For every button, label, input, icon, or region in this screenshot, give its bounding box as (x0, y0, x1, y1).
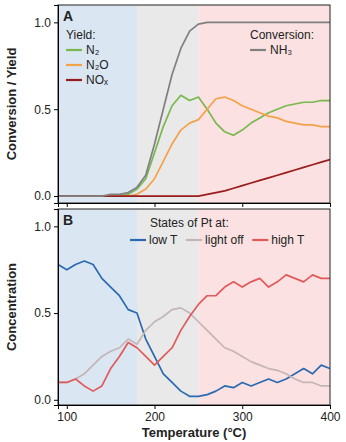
shaded-range (198, 5, 330, 203)
y-tick: 0.5 (34, 306, 58, 320)
series-line (58, 95, 330, 196)
legend-swatch (66, 79, 82, 81)
y-tick-label: 0.0 (34, 189, 51, 203)
legend-label: NOₓ (86, 73, 108, 87)
x-tick-mark (330, 203, 331, 207)
legend-title: States of Pt at: (150, 216, 229, 230)
y-tick-mark (54, 226, 58, 227)
series-line (58, 261, 330, 396)
y-tick: 0.5 (34, 103, 58, 117)
y-axis-title: Concentration (4, 263, 19, 351)
y-tick-label: 0.0 (34, 393, 51, 407)
x-tick: 400 (320, 405, 340, 424)
x-tick-mark (67, 203, 68, 207)
x-axis: 100 200 300 400 (57, 405, 341, 424)
series-line (58, 160, 330, 196)
legend-label: light off (205, 233, 244, 247)
x-tick-label: 400 (320, 410, 340, 424)
plot-area (58, 209, 330, 405)
legend-swatch (252, 239, 268, 241)
x-axis-line (59, 204, 331, 208)
x-tick-mark (242, 405, 243, 409)
shaded-range (58, 209, 137, 405)
legend-label: NH₃ (270, 43, 292, 57)
y-axis-line (54, 210, 59, 406)
panel-letter: A (63, 8, 73, 24)
panel: 0.00.51.0Conversion / YieldAYield:N₂N₂ON… (4, 5, 331, 207)
shaded-range (58, 5, 137, 203)
y-tick-mark (54, 313, 58, 314)
legend-swatch (66, 64, 82, 66)
legend-swatch (250, 49, 266, 51)
legend: States of Pt at: low T light off high T (130, 216, 305, 247)
x-tick-mark (330, 405, 331, 409)
y-tick-label: 0.5 (34, 103, 51, 117)
x-axis-title: Temperature (°C) (142, 425, 247, 440)
x-axis (59, 203, 331, 207)
y-axis-line (54, 6, 59, 204)
x-tick (242, 203, 243, 207)
x-tick: 100 (57, 405, 77, 424)
x-tick-mark (242, 203, 243, 207)
y-tick: 1.0 (34, 16, 58, 30)
legend-label: high T (271, 233, 305, 247)
y-tick: 0.0 (34, 189, 58, 203)
y-axis: 0.0 0.5 1.0 (34, 6, 58, 204)
series-line (58, 308, 330, 386)
y-tick-mark (54, 109, 58, 110)
x-tick-mark (67, 405, 68, 409)
y-axis-title: Conversion / Yield (4, 48, 19, 161)
y-tick: 1.0 (34, 220, 58, 234)
legend: Yield:N₂N₂ONOₓ Conversion:NH₃ (66, 28, 314, 87)
x-tick (67, 203, 68, 207)
y-tick-label: 0.5 (34, 306, 51, 320)
shaded-range (198, 209, 330, 405)
x-tick (330, 203, 331, 207)
legend-label: low T (149, 233, 178, 247)
series-line (58, 97, 330, 196)
y-tick-mark (54, 22, 58, 23)
x-axis-line (59, 406, 331, 410)
x-tick: 200 (145, 405, 165, 424)
legend-label: N₂O (86, 58, 109, 72)
y-tick-label: 1.0 (34, 16, 51, 30)
legend-label: N₂ (86, 43, 100, 57)
panel: 100 200 300 400 0.0 0.5 1.0 Concentration Temper… (4, 209, 341, 440)
legend-title: Yield: (66, 28, 96, 42)
figure: 0.00.51.0Conversion / YieldAYield:N₂N₂ON… (0, 0, 346, 442)
series-line (58, 22, 330, 196)
y-tick-mark (54, 400, 58, 401)
legend-swatch (186, 239, 202, 241)
panel-letter: B (63, 212, 73, 228)
plot-area (58, 5, 330, 203)
plot-frame (58, 209, 330, 405)
x-tick: 300 (233, 405, 253, 424)
x-tick-label: 100 (57, 410, 77, 424)
x-tick-mark (155, 405, 156, 409)
shaded-range (137, 209, 198, 405)
y-tick-mark (54, 196, 58, 197)
chart-root: 0.00.51.0Conversion / YieldAYield:N₂N₂ON… (0, 0, 346, 442)
legend-swatch (130, 239, 146, 241)
y-tick-label: 1.0 (34, 220, 51, 234)
series-line (58, 275, 330, 391)
x-tick (155, 203, 156, 207)
x-tick-label: 300 (233, 410, 253, 424)
x-tick-label: 200 (145, 410, 165, 424)
legend-title: Conversion: (250, 28, 314, 42)
legend-swatch (66, 49, 82, 51)
plot-frame (58, 5, 330, 203)
y-axis: 0.0 0.5 1.0 (34, 210, 58, 408)
x-tick-mark (155, 203, 156, 207)
y-tick: 0.0 (34, 393, 58, 407)
